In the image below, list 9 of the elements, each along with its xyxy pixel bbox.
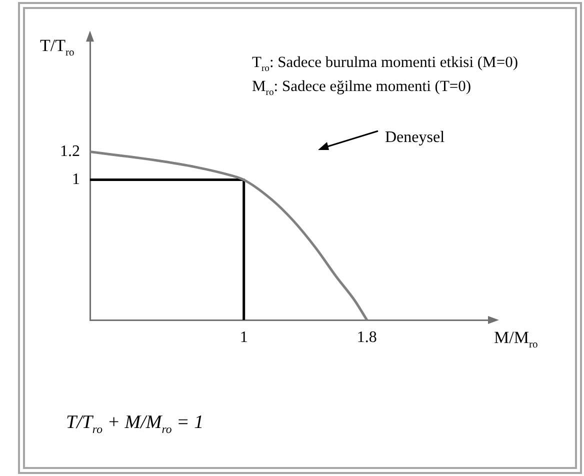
line-series [90, 150, 368, 320]
annotation: T$_{ro}$: Sadece burulma momenti etkisi (M=0) [252, 54, 518, 75]
x-tick-label: 1.8 [356, 328, 377, 346]
text: Deneysel [385, 128, 446, 146]
y-tick-label: 1.2 [60, 142, 80, 160]
x-axis-title: M/M$_{ro}$ [494, 328, 538, 352]
y-axis-title: T/T$_{ro}$ [40, 36, 74, 60]
annotation: M$_{ro}$: Sadece eğilme momenti (T=0) [252, 78, 472, 99]
text: T/T$_{ro}$ + M/M$_{ro}$ = 1 [66, 412, 204, 437]
